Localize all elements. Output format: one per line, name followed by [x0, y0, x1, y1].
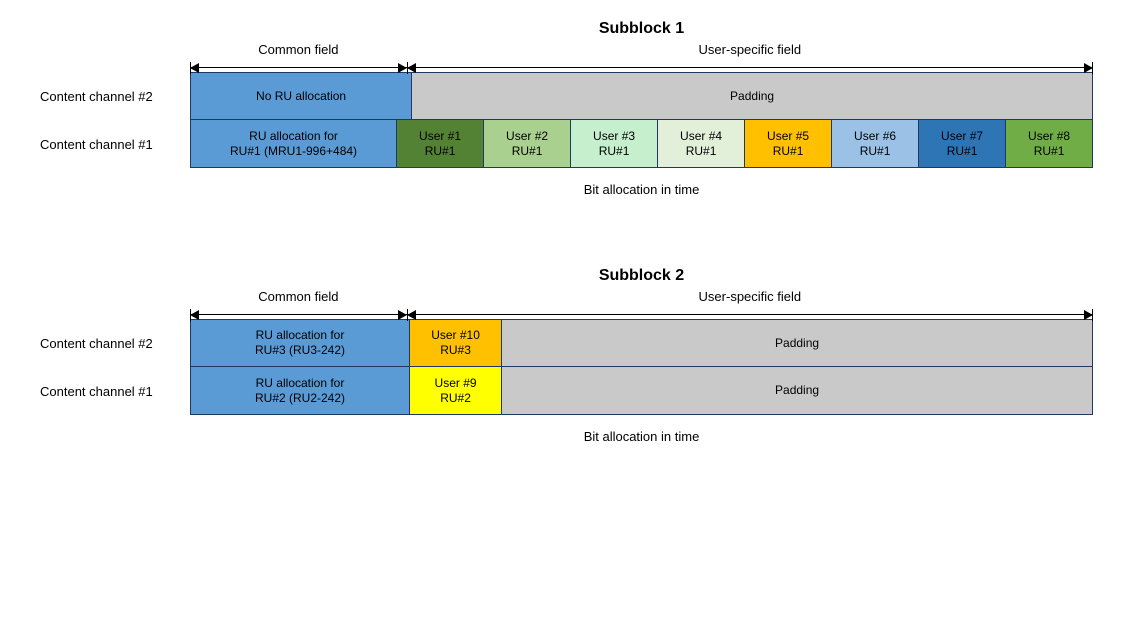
allocation-cell: User #7RU#1	[918, 119, 1006, 168]
allocation-cell: No RU allocation	[190, 72, 412, 120]
subblock: Subblock 2 Common fieldUser-specific fiel…	[40, 267, 1093, 444]
allocation-grid: No RU allocationPaddingRU allocation for…	[190, 72, 1093, 168]
allocation-cell: Padding	[411, 72, 1093, 120]
subblock-title: Subblock 1	[190, 20, 1093, 38]
channel-label: Content channel #1	[40, 367, 190, 415]
grid-row: RU allocation forRU#1 (MRU1-996+484)User…	[190, 120, 1093, 168]
allocation-cell: RU allocation forRU#1 (MRU1-996+484)	[190, 119, 397, 168]
diagram-root: Subblock 1Common fieldUser-specific fiel…	[40, 20, 1093, 444]
allocation-cell: User #10RU#3	[409, 319, 502, 367]
field-brackets: Common fieldUser-specific field	[190, 42, 1093, 72]
allocation-grid: RU allocation forRU#3 (RU3-242)User #10R…	[190, 319, 1093, 415]
bit-axis-label: Bit allocation in time	[190, 429, 1093, 444]
common-field-label: Common field	[190, 42, 407, 57]
user-field-label: User-specific field	[407, 42, 1093, 57]
channel-label: Content channel #1	[40, 120, 190, 168]
subblock-title: Subblock 2	[190, 267, 1093, 285]
subblock: Subblock 1 Common fieldUser-specific fiel…	[40, 20, 1093, 197]
allocation-cell: Padding	[501, 366, 1093, 415]
channel-label: Content channel #2	[40, 72, 190, 120]
grid-row: No RU allocationPadding	[190, 72, 1093, 120]
allocation-cell: Padding	[501, 319, 1093, 367]
allocation-cell: User #2RU#1	[483, 119, 571, 168]
allocation-cell: User #9RU#2	[409, 366, 502, 415]
common-field-label: Common field	[190, 289, 407, 304]
field-brackets: Common fieldUser-specific field	[190, 289, 1093, 319]
channel-label: Content channel #2	[40, 319, 190, 367]
allocation-cell: User #3RU#1	[570, 119, 658, 168]
bit-axis-label: Bit allocation in time	[190, 182, 1093, 197]
user-field-label: User-specific field	[407, 289, 1093, 304]
allocation-cell: User #8RU#1	[1005, 119, 1093, 168]
allocation-cell: RU allocation forRU#2 (RU2-242)	[190, 366, 410, 415]
allocation-cell: User #6RU#1	[831, 119, 919, 168]
allocation-cell: User #5RU#1	[744, 119, 832, 168]
allocation-cell: RU allocation forRU#3 (RU3-242)	[190, 319, 410, 367]
grid-row: RU allocation forRU#3 (RU3-242)User #10R…	[190, 319, 1093, 367]
grid-row: RU allocation forRU#2 (RU2-242)User #9RU…	[190, 367, 1093, 415]
allocation-cell: User #1RU#1	[396, 119, 484, 168]
allocation-cell: User #4RU#1	[657, 119, 745, 168]
